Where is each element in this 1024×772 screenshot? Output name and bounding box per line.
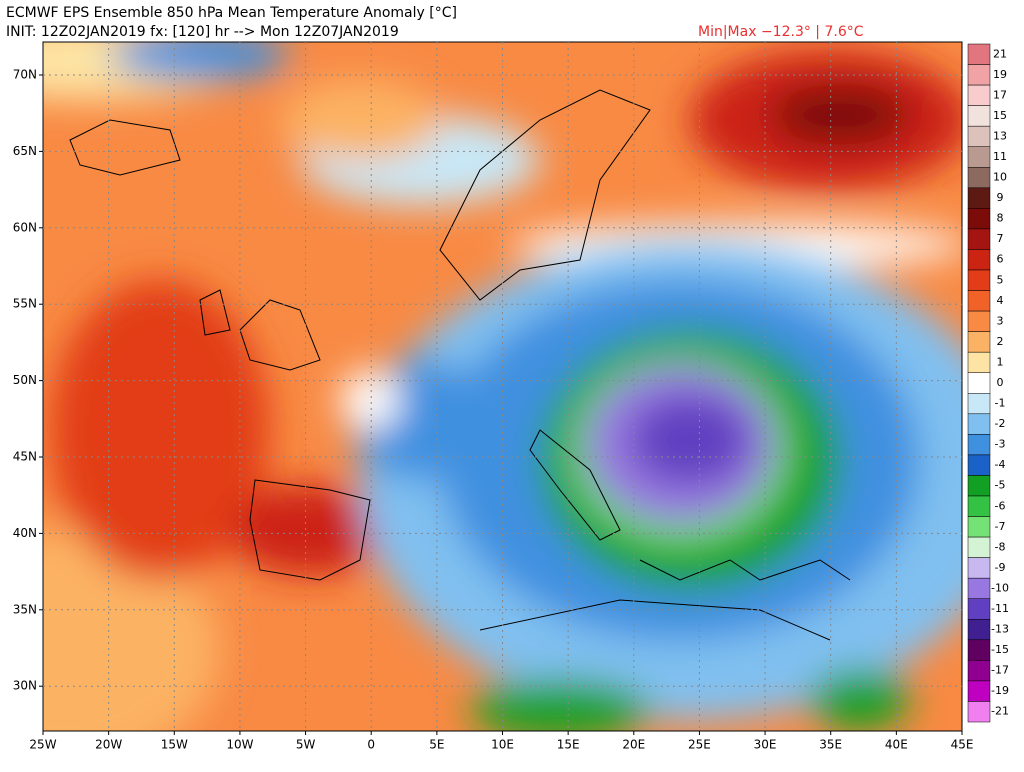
colorbar-swatch (967, 310, 991, 332)
colorbar-swatch (967, 516, 991, 538)
colorbar-label: -21 (991, 705, 1009, 718)
colorbar-label: 0 (997, 376, 1004, 389)
axes: 70N 65N 60N 55N 50N 45N 40N 35N 30N 25W 20W 15W 10W 5… (13, 42, 974, 752)
colorbar-swatch (967, 43, 991, 65)
colorbar-label: 9 (997, 191, 1004, 204)
colorbar-swatch (967, 187, 991, 209)
lon-label: 10E (491, 738, 514, 752)
colorbar-label: -5 (995, 479, 1006, 492)
lon-label: 40E (885, 738, 908, 752)
colorbar-label: 3 (997, 314, 1004, 327)
colorbar-swatch (967, 372, 991, 394)
lat-label: 30N (13, 679, 37, 693)
title: ECMWF EPS Ensemble 850 hPa Mean Temperat… (6, 5, 457, 21)
colorbar-label: -13 (991, 623, 1009, 636)
colorbar-swatch (967, 351, 991, 373)
colorbar-label: 2 (997, 335, 1004, 348)
colorbar-label: -17 (991, 664, 1009, 677)
colorbar-swatch (967, 639, 991, 661)
colorbar-label: 7 (997, 232, 1004, 245)
colorbar-label: -4 (995, 458, 1006, 471)
colorbar-swatch (967, 598, 991, 620)
colorbar-swatch (967, 454, 991, 476)
colorbar-label: 21 (993, 47, 1007, 60)
lat-label: 45N (13, 450, 37, 464)
colorbar-swatch (967, 557, 991, 579)
colorbar-swatch (967, 105, 991, 127)
colorbar-label: 1 (997, 355, 1004, 368)
colorbar-label: 4 (997, 294, 1004, 307)
colorbar: 211917151311109876543210-1-2-3-4-5-6-7-8… (967, 43, 1009, 723)
lat-label: 50N (13, 373, 37, 387)
colorbar-label: -19 (991, 684, 1009, 697)
colorbar-swatch (967, 660, 991, 682)
colorbar-label: -15 (991, 643, 1009, 656)
colorbar-label: -1 (995, 397, 1006, 410)
colorbar-label: 8 (997, 212, 1004, 225)
colorbar-swatch (967, 208, 991, 230)
lon-label: 20E (622, 738, 645, 752)
colorbar-swatch (967, 125, 991, 147)
lat-label: 40N (13, 526, 37, 540)
colorbar-swatch (967, 84, 991, 106)
lon-label: 25W (29, 738, 56, 752)
lat-label: 60N (13, 220, 37, 234)
colorbar-label: -11 (991, 602, 1009, 615)
colorbar-swatch (967, 680, 991, 702)
colorbar-label: -7 (995, 520, 1006, 533)
colorbar-label: -6 (995, 499, 1006, 512)
colorbar-swatch (967, 495, 991, 517)
colorbar-swatch (967, 413, 991, 435)
lon-label: 30E (754, 738, 777, 752)
colorbar-swatch (967, 228, 991, 250)
colorbar-swatch (967, 577, 991, 599)
colorbar-label: -8 (995, 540, 1006, 553)
colorbar-swatch (967, 434, 991, 456)
subtitle: INIT: 12Z02JAN2019 fx: [120] hr --> Mon … (6, 24, 399, 40)
colorbar-label: 15 (993, 109, 1007, 122)
colorbar-swatch (967, 290, 991, 312)
lat-label: 35N (13, 602, 37, 616)
colorbar-swatch (967, 269, 991, 291)
colorbar-swatch (967, 536, 991, 558)
colorbar-label: 13 (993, 129, 1007, 142)
colorbar-label: 6 (997, 253, 1004, 266)
colorbar-label: -2 (995, 417, 1006, 430)
colorbar-label: 5 (997, 273, 1004, 286)
colorbar-swatch (967, 475, 991, 497)
colorbar-label: 10 (993, 171, 1007, 184)
colorbar-swatch (967, 701, 991, 723)
colorbar-swatch (967, 167, 991, 189)
colorbar-swatch (967, 331, 991, 353)
lon-label: 20W (95, 738, 122, 752)
lat-label: 70N (13, 68, 37, 82)
colorbar-swatch (967, 64, 991, 86)
colorbar-label: -9 (995, 561, 1006, 574)
lon-label: 35E (819, 738, 842, 752)
colorbar-swatch (967, 249, 991, 271)
colorbar-label: -3 (995, 438, 1006, 451)
min-max: Min|Max −12.3° | 7.6°C (698, 24, 864, 40)
lon-label: 5E (429, 738, 444, 752)
lon-label: 10W (226, 738, 253, 752)
lon-label: 5W (296, 738, 316, 752)
colorbar-swatch (967, 393, 991, 415)
lon-label: 45E (951, 738, 974, 752)
colorbar-label: -10 (991, 581, 1009, 594)
lon-label: 0 (367, 738, 375, 752)
colorbar-swatch (967, 619, 991, 641)
colorbar-label: 19 (993, 68, 1007, 81)
lon-label: 25E (688, 738, 711, 752)
lat-label: 55N (13, 297, 37, 311)
map-field (43, 42, 962, 731)
lat-label: 65N (13, 144, 37, 158)
lon-label: 15W (161, 738, 188, 752)
colorbar-label: 17 (993, 88, 1007, 101)
colorbar-label: 11 (993, 150, 1007, 163)
coastlines (69, 89, 851, 641)
colorbar-swatch (967, 146, 991, 168)
lon-label: 15E (557, 738, 580, 752)
